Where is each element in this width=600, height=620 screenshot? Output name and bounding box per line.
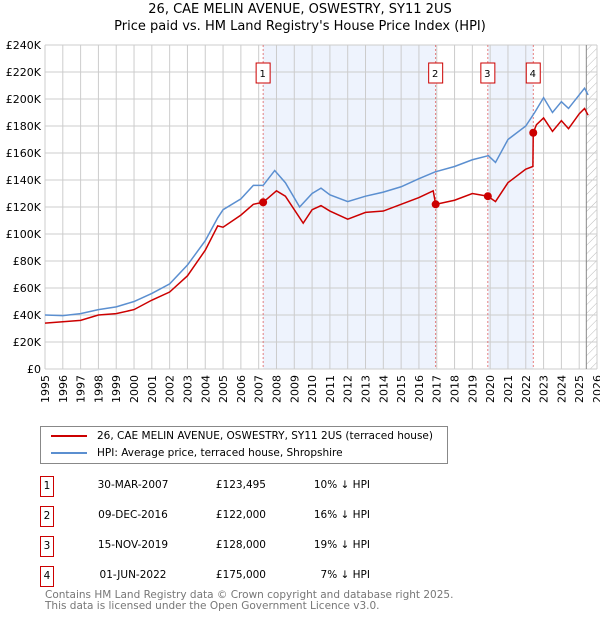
- x-tick-label: 1998: [92, 375, 105, 403]
- sale-date: 30-MAR-2007: [97, 479, 169, 491]
- x-tick-label: 2006: [235, 375, 248, 403]
- x-tick-label: 1999: [110, 375, 123, 403]
- sale-point: [529, 128, 538, 137]
- x-tick-label: 2010: [306, 375, 319, 403]
- x-tick-label: 2005: [217, 375, 230, 403]
- x-tick-label: 2023: [538, 375, 551, 403]
- y-tick-label: £140K: [6, 174, 42, 187]
- x-tick-label: 2008: [270, 375, 283, 403]
- sale-label: 2: [432, 69, 438, 80]
- x-tick-label: 2021: [502, 375, 515, 403]
- sale-point: [431, 200, 440, 209]
- x-tick-label: 1997: [75, 375, 88, 403]
- price-chart: 1995 1996 1997 1998 1999 2000 2001 2002 2003 2004…: [6, 39, 600, 403]
- y-tick-label: £200K: [6, 93, 42, 106]
- x-tick-label: 2004: [199, 375, 212, 403]
- chart-subtitle: Price paid vs. HM Land Registry's House …: [114, 19, 486, 34]
- sale-point: [259, 198, 268, 207]
- x-tick-label: 2013: [360, 375, 373, 403]
- y-tick-label: £220K: [6, 66, 42, 79]
- sale-row: 1 30-MAR-2007 £123,495 10% ↓ HPI: [40, 476, 440, 497]
- x-tick-label: 2000: [128, 375, 141, 403]
- y-tick-label: £160K: [6, 147, 42, 160]
- x-tick-label: 2012: [342, 375, 355, 403]
- x-tick-label: 2014: [377, 375, 390, 403]
- property-price-line: [44, 107, 589, 324]
- legend-swatch-property: [51, 435, 87, 437]
- sale-hpi-diff: 7% ↓ HPI: [320, 569, 370, 581]
- sale-row: 4 01-JUN-2022 £175,000 7% ↓ HPI: [40, 566, 440, 587]
- sale-label: 3: [484, 69, 490, 80]
- y-tick-label: £180K: [6, 120, 42, 133]
- x-tick-label: 2003: [181, 375, 194, 403]
- x-tick-label: 2007: [253, 375, 266, 403]
- legend-label-hpi: HPI: Average price, terraced house, Shro…: [97, 447, 343, 459]
- sale-hpi-diff: 16% ↓ HPI: [313, 509, 370, 521]
- y-tick-label: £80K: [13, 255, 42, 268]
- x-tick-label: 2026: [591, 375, 600, 403]
- x-tick-label: 2022: [520, 375, 533, 403]
- sale-row: 2 09-DEC-2016 £122,000 16% ↓ HPI: [40, 506, 440, 527]
- sale-date: 01-JUN-2022: [99, 569, 167, 581]
- x-tick-label: 2025: [573, 375, 586, 403]
- x-tick-label: 2002: [164, 375, 177, 403]
- x-tick-label: 2009: [288, 375, 301, 403]
- x-tick-label: 1996: [57, 375, 70, 403]
- x-tick-label: 2024: [555, 375, 568, 403]
- sale-hpi-diff: 10% ↓ HPI: [313, 479, 370, 491]
- y-tick-label: £40K: [13, 309, 42, 322]
- sale-marker-badge: 1: [40, 476, 54, 497]
- x-tick-label: 2019: [466, 375, 479, 403]
- x-tick-label: 2018: [449, 375, 462, 403]
- sale-label-box: [480, 62, 496, 84]
- footer-line: Contains HM Land Registry data © Crown c…: [45, 589, 454, 601]
- x-tick-label: 2015: [395, 375, 408, 403]
- footer: Contains HM Land Registry data © Crown c…: [45, 590, 453, 612]
- y-tick-label: £20K: [13, 336, 42, 349]
- hpi-line: [44, 86, 589, 317]
- sale-price: £122,000: [215, 509, 266, 521]
- x-tick-label: 2011: [324, 375, 337, 403]
- sale-date: 15-NOV-2019: [97, 539, 169, 551]
- y-tick-label: £240K: [6, 39, 42, 52]
- sale-marker-badge: 2: [40, 506, 54, 527]
- sale-hpi-diff: 19% ↓ HPI: [313, 539, 370, 551]
- footer-line: This data is licensed under the Open Gov…: [45, 600, 380, 612]
- legend-swatch-hpi: [51, 452, 87, 454]
- sale-label-box: [255, 62, 271, 84]
- sale-price: £128,000: [215, 539, 266, 551]
- sale-label: 4: [530, 69, 536, 80]
- sale-label-box: [525, 62, 541, 84]
- y-tick-label: £0: [27, 363, 41, 376]
- y-tick-label: £100K: [6, 228, 42, 241]
- sale-point: [483, 192, 492, 201]
- sale-marker-badge: 3: [40, 536, 54, 557]
- y-tick-label: £60K: [13, 282, 42, 295]
- y-tick-label: £120K: [6, 201, 42, 214]
- sale-label-box: [428, 62, 444, 84]
- sale-price: £175,000: [215, 569, 266, 581]
- x-tick-label: 2017: [431, 375, 444, 403]
- x-tick-label: 1995: [39, 375, 52, 403]
- sale-label: 1: [259, 69, 265, 80]
- sale-row: 3 15-NOV-2019 £128,000 19% ↓ HPI: [40, 536, 440, 557]
- chart-title: 26, CAE MELIN AVENUE, OSWESTRY, SY11 2US: [148, 2, 452, 17]
- legend: 26, CAE MELIN AVENUE, OSWESTRY, SY11 2US…: [40, 426, 448, 464]
- legend-label-property: 26, CAE MELIN AVENUE, OSWESTRY, SY11 2US…: [97, 430, 433, 442]
- x-tick-label: 2020: [484, 375, 497, 403]
- x-tick-label: 2016: [413, 375, 426, 403]
- x-tick-label: 2001: [146, 375, 159, 403]
- sale-date: 09-DEC-2016: [98, 509, 168, 521]
- sale-marker-badge: 4: [40, 566, 54, 587]
- sale-price: £123,495: [215, 479, 266, 491]
